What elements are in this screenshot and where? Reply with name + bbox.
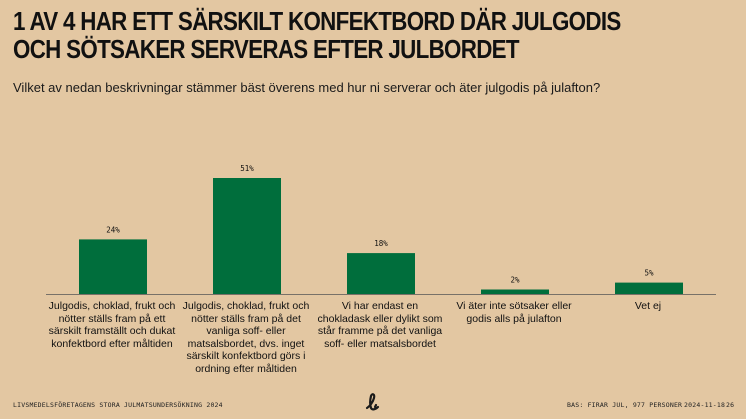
bar-value-label-4: 2%	[510, 276, 520, 285]
footer-source: LIVSMEDELSFÖRETAGENS STORA JULMATSUNDERS…	[13, 401, 223, 409]
bar-4	[481, 289, 549, 294]
category-label-1: Julgodis, choklad, frukt och nötter stäl…	[48, 300, 176, 350]
category-label-2: Julgodis, choklad, frukt och nötter stäl…	[182, 300, 310, 375]
footer-page-number: 26	[726, 401, 735, 409]
bar-value-label-5: 5%	[644, 269, 654, 278]
footer-base: BAS: FIRAR JUL, 977 PERSONER	[567, 401, 683, 409]
bar-1	[79, 239, 147, 294]
bar-value-label-3: 18%	[374, 239, 388, 248]
bar-2	[213, 178, 281, 294]
category-label-3: Vi har endast en chokladask eller dylikt…	[317, 300, 443, 350]
bar-3	[347, 253, 415, 294]
script-l-logo-icon	[365, 393, 380, 411]
page-title: 1 AV 4 HAR ETT SÄRSKILT KONFEKTBORD DÄR …	[13, 7, 632, 63]
survey-question: Vilket av nedan beskrivningar stämmer bä…	[13, 80, 601, 95]
category-label-5: Vet ej	[634, 300, 662, 312]
title-line-2: OCH SÖTSAKER SERVERAS EFTER JULBORDET	[13, 34, 520, 64]
title-line-1: 1 AV 4 HAR ETT SÄRSKILT KONFEKTBORD DÄR …	[13, 6, 621, 36]
bar-value-label-2: 51%	[240, 164, 254, 173]
bar-5	[615, 282, 683, 294]
footer-date: 2024-11-18	[684, 401, 726, 409]
category-label-4: Vi äter inte sötsaker eller godis alls p…	[456, 300, 572, 325]
bar-value-label-1: 24%	[106, 225, 120, 234]
